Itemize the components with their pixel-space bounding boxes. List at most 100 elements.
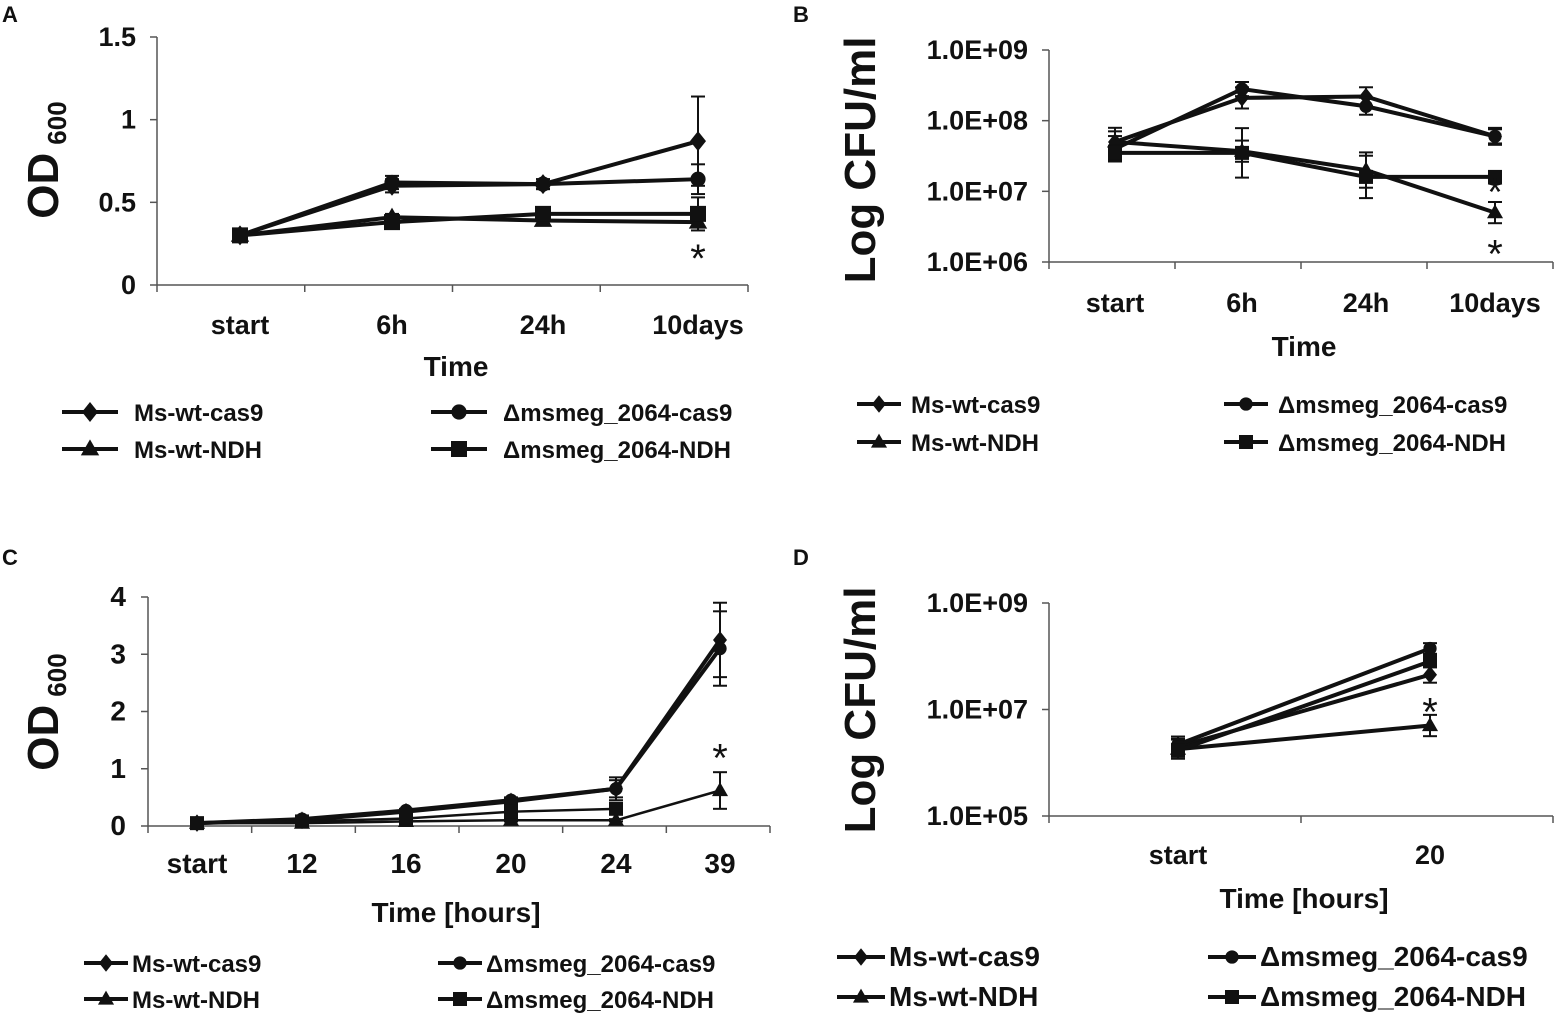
legend-marker — [453, 992, 467, 1006]
x-axis-title: Time — [424, 351, 489, 382]
legend-item: Ms-wt-NDH — [62, 437, 262, 464]
legend-item: Δmsmeg_2064-NDH — [1224, 430, 1506, 457]
data-point — [1423, 641, 1437, 656]
x-tick-label: 24h — [520, 310, 567, 340]
y-axis-subscript: 600 — [42, 101, 72, 144]
series-square — [1171, 654, 1437, 758]
x-tick-label: 6h — [376, 310, 408, 340]
legend-label: Ms-wt-cas9 — [134, 400, 263, 427]
panel-label: C — [2, 545, 18, 570]
data-point — [399, 811, 413, 826]
data-point — [713, 641, 727, 656]
panel-b: B 1.0E+06 1.0E+07 1.0E+08 1.0E+09 start 6h 24h 1… — [793, 2, 1554, 457]
data-point — [384, 214, 400, 231]
y-tick-label: 1 — [121, 105, 136, 135]
y-tick-label: 0 — [121, 270, 136, 300]
legend-item: Ms-wt-cas9 — [62, 400, 263, 427]
y-tick-label: 0.5 — [98, 187, 136, 217]
y-axis-title: OD600 — [19, 653, 72, 770]
legend-item: Δmsmeg_2064-NDH — [1208, 981, 1526, 1012]
legend-label: Ms-wt-cas9 — [911, 392, 1040, 419]
series-line — [196, 647, 722, 826]
series-line — [1114, 87, 1496, 151]
panel-label: B — [793, 2, 809, 27]
series-square — [190, 801, 623, 831]
significance-star: * — [690, 237, 706, 281]
y-tick-label: 1.0E+09 — [927, 35, 1028, 65]
y-tick-label: 3 — [110, 638, 126, 669]
x-tick-label: 24 — [600, 848, 632, 879]
x-axis-title: Time [hours] — [371, 897, 540, 928]
panel-label: A — [2, 2, 18, 27]
data-point — [1359, 99, 1373, 113]
y-tick-label: 2 — [110, 696, 126, 727]
legend-label: Δmsmeg_2064-cas9 — [503, 400, 732, 427]
legend-marker — [1225, 950, 1239, 964]
legend-item: Ms-wt-cas9 — [84, 951, 261, 978]
legend-marker — [854, 948, 868, 966]
data-point — [1421, 717, 1439, 732]
series-circle — [190, 610, 727, 830]
series-square — [1108, 127, 1502, 200]
data-point — [1488, 169, 1502, 184]
legend-item: Δmsmeg_2064-NDH — [438, 987, 714, 1014]
legend-item: Ms-wt-cas9 — [857, 392, 1040, 419]
data-point — [690, 131, 706, 152]
legend-marker — [1225, 990, 1239, 1004]
y-axis-title: Log CFU/ml — [836, 37, 885, 284]
legend-label: Δmsmeg_2064-cas9 — [1260, 941, 1528, 972]
legend-label: Ms-wt-cas9 — [889, 941, 1040, 972]
series-line — [1177, 646, 1431, 747]
legend-item: Ms-wt-NDH — [84, 987, 260, 1014]
y-tick-label: 1.0E+08 — [927, 106, 1028, 136]
series-diamond — [1171, 665, 1437, 756]
legend-item: Ms-wt-cas9 — [837, 941, 1040, 972]
legend-label: Δmsmeg_2064-NDH — [486, 987, 714, 1014]
data-point — [1108, 145, 1122, 160]
legend-label: Ms-wt-NDH — [134, 437, 262, 464]
legend-label: Δmsmeg_2064-NDH — [1260, 981, 1526, 1012]
data-point — [1171, 743, 1185, 758]
series-line — [239, 177, 699, 238]
x-tick-label: 12 — [286, 848, 317, 879]
data-point — [190, 816, 204, 831]
series-line — [197, 789, 721, 825]
panel-a: A 0 0.5 1 1.5 start 6h 24h 10days Time OD600 * Ms-wt… — [2, 2, 749, 464]
y-axis-subscript: 600 — [42, 653, 72, 696]
data-point — [711, 782, 729, 797]
panel-label: D — [793, 545, 809, 570]
x-tick-label: start — [167, 848, 228, 879]
x-tick-label: start — [211, 310, 270, 340]
data-point — [1486, 204, 1504, 219]
data-point — [607, 811, 625, 826]
data-point — [1488, 129, 1502, 143]
y-tick-label: 1 — [110, 753, 126, 784]
series-line — [1114, 94, 1496, 144]
x-tick-label: start — [1149, 840, 1208, 870]
legend-label: Ms-wt-cas9 — [132, 951, 261, 978]
panel-d: D 1.0E+05 1.0E+07 1.0E+09 start 20 Time [hours… — [793, 545, 1554, 1012]
data-point — [690, 171, 706, 187]
series-line — [196, 638, 722, 826]
data-point — [1423, 665, 1437, 684]
y-tick-label: 0 — [110, 810, 126, 841]
data-point — [384, 174, 400, 191]
legend-item: Δmsmeg_2064-cas9 — [438, 951, 715, 978]
data-point — [609, 782, 623, 796]
legend-marker — [451, 441, 467, 457]
data-point — [1423, 654, 1437, 669]
legend-marker — [97, 990, 115, 1005]
legend-marker — [852, 988, 870, 1003]
x-tick-label: 20 — [495, 848, 526, 879]
legend-item: Ms-wt-NDH — [837, 981, 1038, 1012]
data-point — [504, 793, 518, 807]
data-point — [1235, 82, 1249, 96]
series-line — [1114, 139, 1496, 215]
significance-star: * — [712, 737, 728, 781]
legend-label: Δmsmeg_2064-cas9 — [486, 951, 715, 978]
series-square — [232, 196, 706, 244]
legend-marker — [99, 954, 113, 972]
x-tick-label: 39 — [704, 848, 735, 879]
